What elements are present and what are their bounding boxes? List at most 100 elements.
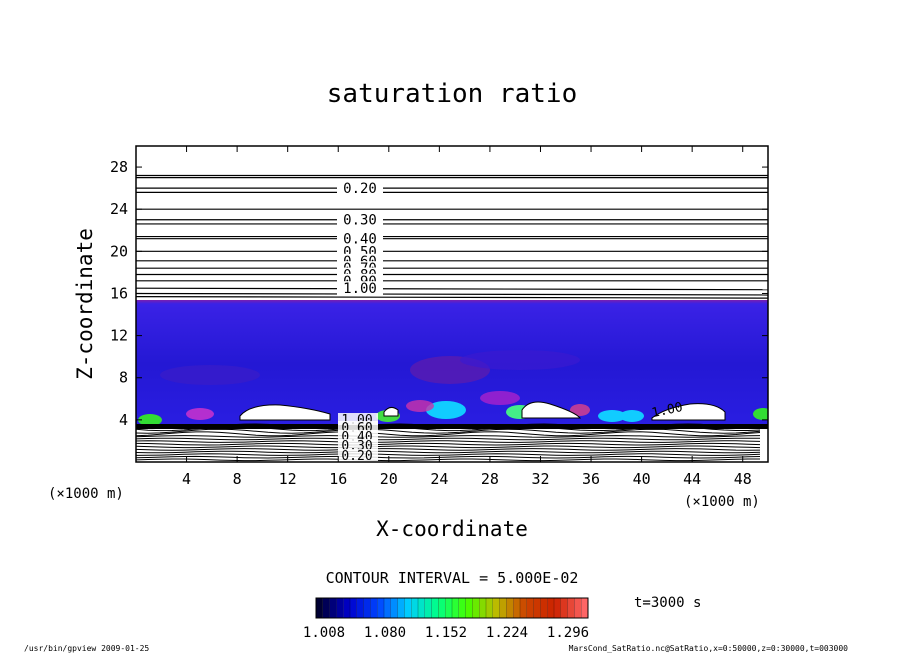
x-tick-label: 48 (734, 470, 752, 488)
colorbar-cell (567, 598, 575, 618)
unsaturated-blob (651, 403, 726, 421)
colorbar-cell (492, 598, 500, 618)
x-tick-label: 16 (329, 470, 347, 488)
x-tick-label: 44 (683, 470, 701, 488)
x-tick-label: 32 (531, 470, 549, 488)
field-patch (406, 400, 434, 412)
colorbar-cell (520, 598, 527, 618)
chart-title: saturation ratio (327, 79, 577, 109)
plot-frame (135, 145, 769, 463)
colorbar-cell (581, 598, 588, 618)
contour-line (136, 450, 761, 454)
unsaturated-blob (383, 406, 399, 417)
unsaturated-blob (521, 401, 582, 419)
colorbar-cell (316, 598, 323, 618)
contour-line (136, 426, 761, 432)
x-tick-label: 28 (481, 470, 499, 488)
contour-line (136, 442, 761, 446)
y-tick-label: 16 (110, 284, 128, 302)
colorbar-cell (499, 598, 507, 618)
colorbar-cell (438, 598, 446, 618)
plot-area (136, 146, 768, 462)
upper-contour-lines (136, 174, 768, 299)
colorbar-cell (472, 598, 480, 618)
lower-contour-lines (136, 423, 761, 462)
contour-label: 0.40 (343, 232, 377, 248)
colorbar-cell (526, 598, 534, 618)
contour-label-bg (337, 181, 383, 196)
contour-line (136, 437, 761, 441)
dense-contour-band (136, 424, 768, 429)
x-tick-label: 36 (582, 470, 600, 488)
colorbar-cell (384, 598, 391, 618)
field-patch (753, 408, 768, 420)
colorbar-cell (554, 598, 561, 618)
colorbar-tick-label: 1.152 (425, 625, 467, 641)
colorbar-cell (343, 598, 350, 618)
contour-label: 1.00 (343, 281, 377, 297)
y-tick-label: 28 (110, 158, 128, 176)
y-axis-title: Z-coordinate (73, 228, 97, 380)
colorbar-cell (540, 598, 548, 618)
colorbar-cell (560, 598, 568, 618)
colorbar-cell (479, 598, 486, 618)
colorbar-cell (322, 598, 330, 618)
y-tick-label: 8 (119, 369, 128, 387)
contour-line (136, 455, 761, 459)
contour-interval: CONTOUR INTERVAL = 5.000E-02 (326, 569, 579, 587)
field-patch (138, 414, 162, 426)
colorbar-cell (377, 598, 384, 618)
colorbar-tick-labels: 1.008 1.080 1.152 1.224 1.296 (303, 625, 589, 641)
contour-line (136, 431, 761, 437)
contour-line (136, 435, 761, 438)
colorbar-cell (390, 598, 398, 618)
x-axis: 4 8 12 16 20 24 28 32 36 40 44 48 (182, 146, 752, 488)
colorbar-cell (431, 598, 439, 618)
contour-line (136, 440, 761, 443)
colorbar-tick-label: 1.008 (303, 625, 345, 641)
contour-line (136, 287, 768, 291)
colorbar-cell (452, 598, 459, 618)
colorbar-cell (445, 598, 452, 618)
contour-line (136, 453, 761, 456)
contour-line (136, 458, 760, 462)
time-label: t=3000 s (634, 595, 701, 611)
contour-label-bg (337, 212, 383, 227)
colorbar-cell (513, 598, 520, 618)
x-tick-label: 20 (380, 470, 398, 488)
field-patch (480, 391, 520, 405)
z-unit-label: (×1000 m) (48, 486, 124, 502)
field-patch (570, 404, 590, 416)
contour-label: 0.30 (343, 213, 377, 229)
colorbar-frame (315, 597, 589, 619)
upper-contour-labels: 0.200.300.400.500.600.700.800.901.00 (337, 181, 383, 297)
x-axis-title: X-coordinate (376, 517, 528, 541)
colorbar-tick-label: 1.080 (364, 625, 406, 641)
y-tick-label: 20 (110, 242, 128, 260)
y-tick-label: 24 (110, 200, 128, 218)
colorbar-cell (506, 598, 514, 618)
y-tick-label: 12 (110, 327, 128, 345)
colorbar-cell (424, 598, 432, 618)
field-patch (426, 401, 466, 419)
contour-line (136, 292, 768, 296)
colorbar-cell (336, 598, 344, 618)
contour-label-inline: 1.00 (650, 400, 684, 421)
colorbar-tick-label: 1.296 (547, 625, 589, 641)
colorbar-cell (370, 598, 378, 618)
contour-line (136, 423, 761, 429)
colorbar-cell (404, 598, 412, 618)
lower-contour-labels: 1.000.600.400.300.20 (338, 413, 378, 464)
contour-line (136, 428, 761, 434)
unsaturated-blob (239, 404, 331, 421)
colorbar-cell (547, 598, 554, 618)
contour-label-bg (337, 231, 383, 246)
field-patch (186, 408, 214, 420)
colorbar-cell (465, 598, 473, 618)
colorbar-cell (486, 598, 493, 618)
contour-label: 0.20 (343, 181, 377, 197)
contour-line (136, 296, 768, 299)
contour-label: 0.20 (341, 449, 372, 464)
colorbar (315, 598, 588, 618)
